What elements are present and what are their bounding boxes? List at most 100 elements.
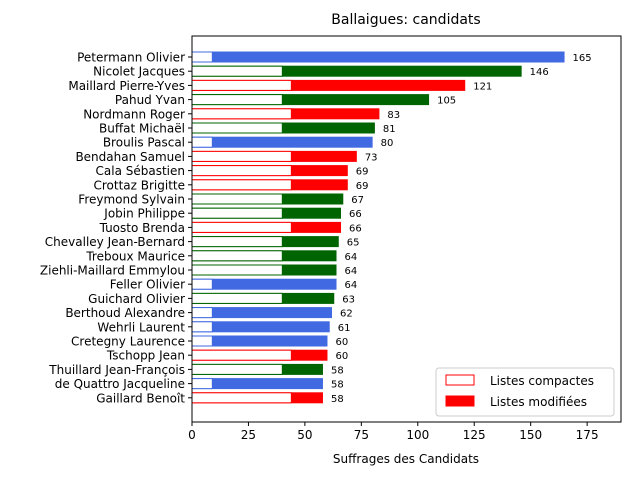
- legend-swatch-modified: [445, 395, 475, 407]
- y-tick-label: Wehrli Laurent: [97, 320, 185, 334]
- y-tick-label: de Quattro Jacqueline: [55, 377, 185, 391]
- value-label: 81: [383, 124, 396, 135]
- value-label: 67: [351, 195, 364, 206]
- x-axis-ticks: 0 25 50 75 100 125 150 175: [188, 422, 599, 442]
- y-tick-label: Pahud Yvan: [115, 93, 185, 107]
- value-label: 69: [356, 167, 369, 178]
- bar-10-compact: [191, 193, 283, 205]
- value-label: 63: [342, 294, 355, 305]
- y-tick-label: Guichard Olivier: [88, 292, 185, 306]
- x-axis-label: Suffrages des Candidats: [333, 452, 479, 466]
- x-tick-label: 0: [188, 428, 196, 442]
- bar-18-compact: [191, 307, 213, 319]
- bar-14-compact: [191, 250, 283, 262]
- bar-15-compact: [191, 264, 283, 276]
- bar-4-compact: [191, 108, 292, 120]
- bar-24-compact: [191, 392, 292, 404]
- bar-23-compact: [191, 378, 213, 390]
- y-tick-label: Treboux Maurice: [85, 249, 185, 263]
- x-tick-label: 25: [241, 428, 256, 442]
- y-tick-label: Cala Sébastien: [96, 164, 185, 178]
- bar-16-compact: [191, 278, 213, 290]
- value-label: 66: [349, 209, 362, 220]
- bar-21-compact: [191, 349, 292, 361]
- x-tick-label: 100: [406, 428, 429, 442]
- value-label: 64: [345, 280, 358, 291]
- value-label: 146: [530, 67, 549, 78]
- bars-group: [191, 51, 565, 404]
- bar-6-total: [192, 136, 373, 148]
- value-label: 83: [387, 110, 400, 121]
- bar-3-compact: [191, 94, 283, 106]
- bar-5-compact: [191, 122, 283, 134]
- value-label: 58: [331, 380, 344, 391]
- bar-1-compact: [191, 65, 283, 77]
- bar-20-compact: [191, 335, 213, 347]
- y-tick-label: Jobin Philippe: [103, 207, 185, 221]
- value-label: 64: [345, 252, 358, 263]
- bar-19-compact: [191, 321, 213, 333]
- bar-5-total: [192, 122, 375, 134]
- value-label: 60: [335, 351, 348, 362]
- value-label: 73: [365, 152, 378, 163]
- bar-9-compact: [191, 179, 292, 191]
- y-tick-label: Tuosto Brenda: [99, 221, 185, 235]
- bar-1-total: [192, 65, 522, 77]
- y-tick-label: Thuillard Jean-François: [48, 363, 185, 377]
- legend-label-modified: Listes modifiées: [490, 395, 587, 409]
- bar-22-compact: [191, 363, 283, 375]
- bar-0-compact: [191, 51, 213, 63]
- y-tick-label: Feller Olivier: [110, 278, 185, 292]
- y-tick-label: Bendahan Samuel: [75, 150, 185, 164]
- bar-6-compact: [191, 136, 213, 148]
- bar-19-total: [192, 321, 330, 333]
- y-tick-label: Berthoud Alexandre: [65, 306, 185, 320]
- y-tick-label: Gaillard Benoît: [96, 391, 185, 405]
- legend: Listes compactes Listes modifiées: [435, 367, 615, 417]
- y-tick-label: Ziehli-Maillard Emmylou: [40, 264, 185, 278]
- y-tick-label: Buffat Michaël: [99, 122, 185, 136]
- bar-3-total: [192, 94, 430, 106]
- y-tick-label: Maillard Pierre-Yves: [68, 79, 185, 93]
- y-tick-label: Freymond Sylvain: [78, 193, 185, 207]
- x-tick-label: 175: [576, 428, 599, 442]
- y-tick-label: Nicolet Jacques: [93, 65, 185, 79]
- y-tick-label: Tschopp Jean: [106, 349, 185, 363]
- bar-16-total: [192, 278, 337, 290]
- x-tick-label: 50: [297, 428, 312, 442]
- value-label: 58: [331, 365, 344, 376]
- bar-12-compact: [191, 221, 292, 233]
- value-label: 58: [331, 394, 344, 405]
- plot-frame: [191, 35, 622, 423]
- value-label: 165: [573, 53, 592, 64]
- x-tick-label: 125: [463, 428, 486, 442]
- bar-20-total: [192, 335, 328, 347]
- bar-2-compact: [191, 79, 292, 91]
- y-tick-label: Nordmann Roger: [83, 107, 185, 121]
- y-tick-label: Crottaz Brigitte: [93, 178, 185, 192]
- bar-13-compact: [191, 236, 283, 248]
- x-tick-label: 150: [519, 428, 542, 442]
- bar-18-total: [192, 307, 332, 319]
- value-label: 61: [338, 323, 351, 334]
- y-tick-label: Petermann Olivier: [77, 51, 185, 65]
- value-label: 62: [340, 309, 353, 320]
- legend-label-compact: Listes compactes: [490, 374, 594, 388]
- y-tick-label: Chevalley Jean-Bernard: [45, 235, 185, 249]
- value-label: 105: [437, 96, 456, 107]
- bar-7-compact: [191, 150, 292, 162]
- y-tick-label: Broulis Pascal: [103, 136, 185, 150]
- value-label: 60: [335, 337, 348, 348]
- y-tick-label: Cretegny Laurence: [71, 335, 185, 349]
- chart-title: Ballaigues: candidats: [331, 12, 480, 28]
- bar-2-total: [192, 79, 466, 91]
- value-label: 121: [473, 81, 492, 92]
- value-label: 69: [356, 181, 369, 192]
- x-tick-label: 75: [354, 428, 369, 442]
- bar-23-total: [192, 378, 323, 390]
- value-label: 65: [347, 238, 360, 249]
- value-label: 66: [349, 223, 362, 234]
